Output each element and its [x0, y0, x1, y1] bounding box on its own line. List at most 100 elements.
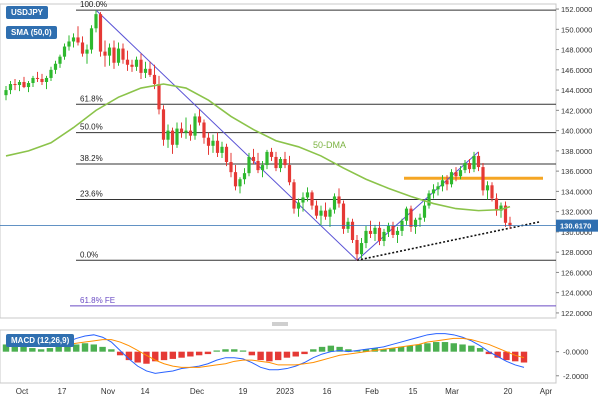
- y-tick-label-3: 128.0000: [561, 248, 592, 257]
- macd-hist-bar-24: [213, 350, 220, 352]
- candle-body-51: [233, 172, 238, 187]
- candle-body-1: [8, 84, 13, 91]
- candle-body-87: [395, 230, 400, 235]
- candle-body-6: [31, 77, 35, 84]
- x-tick-label-12: Apr: [540, 387, 553, 396]
- macd-hist-bar-54: [476, 348, 484, 352]
- candle-body-4: [22, 81, 26, 88]
- candle-body-45: [206, 137, 211, 146]
- candle-body-41: [188, 130, 193, 136]
- candle-body-57: [260, 165, 265, 171]
- y-tick-label-2: 126.0000: [561, 268, 592, 277]
- macd-hist-bar-39: [345, 349, 352, 352]
- candle-body-21: [98, 14, 103, 52]
- macd-hist-bar-10: [90, 344, 97, 352]
- macd-hist-bar-27: [239, 350, 247, 352]
- candle-body-27: [125, 59, 130, 65]
- candle-body-9: [44, 77, 49, 82]
- candle-body-39: [179, 128, 184, 133]
- candle-body-70: [319, 210, 323, 216]
- candle-body-29: [134, 59, 139, 67]
- candle-body-47: [215, 140, 220, 153]
- candle-body-109: [494, 198, 499, 211]
- macd-hist-bar-16: [143, 351, 150, 364]
- sma-label: 50-DMA: [313, 140, 346, 150]
- candle-body-11: [53, 63, 58, 70]
- y-tick-label-9: 140.0000: [561, 127, 592, 136]
- candle-body-106: [481, 167, 485, 191]
- candle-body-7: [35, 77, 40, 79]
- macd-hist-bar-56: [494, 351, 501, 358]
- candle-body-34: [157, 84, 161, 110]
- macd-hist-bar-12: [108, 349, 115, 352]
- candle-body-93: [422, 205, 427, 218]
- macd-hist-bar-5: [46, 348, 54, 352]
- candle-body-99: [449, 172, 454, 185]
- y-tick-label-7: 136.0000: [561, 167, 592, 176]
- macd-hist-bar-20: [178, 351, 185, 358]
- macd-hist-bar-26: [231, 349, 238, 352]
- candle-body-36: [166, 130, 170, 140]
- candle-body-72: [328, 209, 332, 217]
- candle-body-2: [13, 84, 17, 86]
- candle-body-67: [305, 192, 310, 198]
- macd-hist-bar-34: [301, 351, 308, 355]
- macd-indicator-label: MACD (12,26,9): [6, 334, 75, 347]
- macd-hist-bar-43: [380, 349, 387, 352]
- x-tick-label-0: Oct: [16, 387, 29, 396]
- candle-body-82: [373, 227, 377, 234]
- macd-hist-bar-32: [283, 351, 291, 358]
- macd-panel-frame: [0, 329, 557, 384]
- macd-hist-bar-33: [292, 351, 299, 357]
- macd-hist-bar-6: [55, 345, 62, 352]
- macd-hist-bar-53: [468, 345, 475, 352]
- macd-plot: [0, 329, 557, 384]
- candle-body-98: [445, 180, 449, 185]
- macd-hist-bar-59: [520, 351, 528, 363]
- candle-body-13: [62, 46, 67, 57]
- candle-body-20: [94, 14, 98, 29]
- macd-hist-bar-11: [99, 346, 106, 352]
- candle-body-84: [382, 231, 386, 242]
- candle-body-19: [89, 28, 94, 50]
- candle-body-108: [490, 185, 494, 199]
- candle-body-89: [404, 208, 409, 221]
- macd-hist-bar-25: [222, 349, 229, 352]
- macd-hist-bar-22: [195, 351, 203, 356]
- candle-body-65: [296, 202, 301, 209]
- candle-body-33: [152, 74, 157, 85]
- uptrend-line: [356, 151, 479, 261]
- macd-hist-bar-17: [152, 351, 159, 362]
- candle-body-35: [161, 109, 166, 140]
- macd-hist-bar-52: [459, 344, 466, 352]
- candle-body-64: [292, 182, 296, 209]
- macd-hist-bar-37: [327, 345, 335, 352]
- macd-hist-bar-55: [485, 351, 493, 355]
- candle-body-105: [476, 155, 481, 168]
- x-tick-label-2: Nov: [101, 387, 115, 396]
- candle-body-12: [58, 56, 62, 64]
- candle-body-3: [17, 81, 22, 86]
- candle-body-38: [175, 128, 179, 145]
- macd-hist-bar-48: [424, 343, 431, 352]
- macd-tick-label-1: -2.0000: [563, 372, 588, 381]
- y-tick-label-0: 122.0000: [561, 309, 592, 318]
- candle-body-69: [314, 205, 319, 216]
- macd-hist-bar-9: [81, 343, 89, 352]
- candle-body-8: [40, 78, 44, 82]
- candle-body-71: [323, 210, 328, 217]
- y-tick-label-6: 134.0000: [561, 187, 592, 196]
- y-tick-label-13: 148.0000: [561, 46, 592, 55]
- x-tick-label-9: 15: [409, 387, 418, 396]
- candle-body-74: [337, 196, 341, 204]
- current-price-badge: [556, 219, 598, 232]
- candle-body-80: [364, 230, 368, 244]
- candle-body-17: [80, 42, 85, 54]
- candle-body-10: [49, 69, 53, 78]
- macd-hist-bar-13: [116, 351, 124, 356]
- y-tick-label-4: 130.0000: [561, 228, 592, 237]
- macd-hist-bar-1: [11, 343, 18, 352]
- candle-body-31: [143, 68, 148, 73]
- candle-body-81: [368, 230, 373, 234]
